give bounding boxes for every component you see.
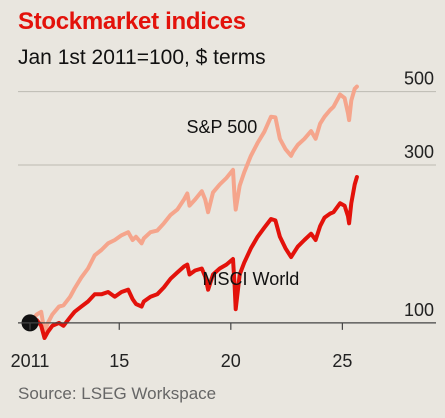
- chart-title: Stockmarket indices: [18, 8, 246, 35]
- source-note: Source: LSEG Workspace: [18, 384, 217, 403]
- series-line-msci-world: [28, 175, 359, 340]
- line-chart: S&P 500 MSCI World 100 300 500 2011 15 20 25: [11, 69, 436, 371]
- axes: 100 300 500 2011 15 20 25: [11, 69, 436, 371]
- y-tick-label-500: 500: [404, 69, 434, 89]
- series-label-s-p-500: S&P 500: [187, 117, 258, 137]
- x-tick-label-20: 20: [221, 351, 241, 371]
- series-line-s-p-500: [28, 84, 359, 334]
- chart-subtitle: Jan 1st 2011=100, $ terms: [18, 46, 266, 69]
- y-tick-label-100: 100: [404, 300, 434, 320]
- series-labels: S&P 500 MSCI World: [187, 117, 300, 289]
- x-tick-label-25: 25: [332, 351, 352, 371]
- x-tick-label-15: 15: [109, 351, 129, 371]
- x-tick-label-2011: 2011: [11, 351, 50, 371]
- gridlines: [18, 91, 436, 166]
- series-label-msci-world: MSCI World: [203, 269, 300, 289]
- y-tick-label-300: 300: [404, 142, 434, 162]
